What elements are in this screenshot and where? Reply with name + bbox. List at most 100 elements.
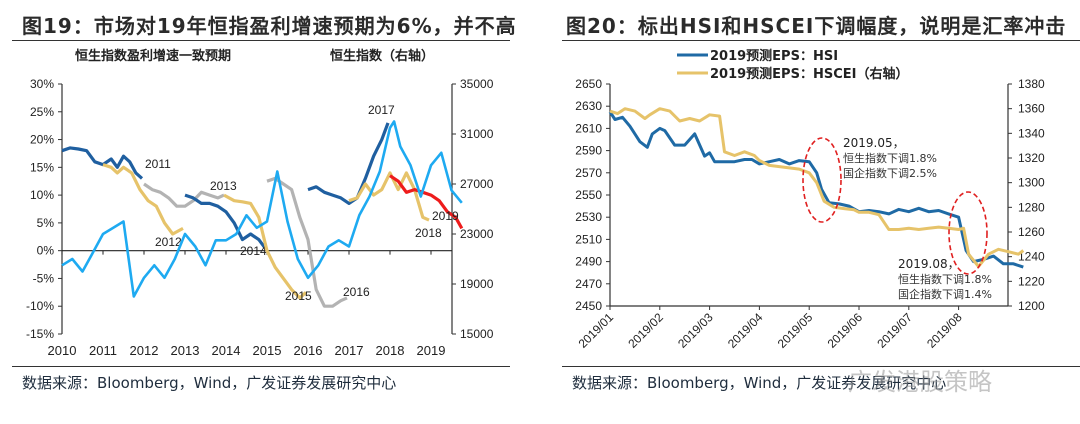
left-y-tick-label: -10% <box>26 299 54 313</box>
chart-20: 2019预测EPS：HSI 2019预测EPS：HSCEI（右轴） 2650 2630… <box>575 48 1045 351</box>
right-y-tick-label: 1200 <box>1018 299 1045 313</box>
left-y-tick-label: 2530 <box>575 210 602 224</box>
series-label-2011: 2011 <box>145 157 171 171</box>
x-tick-label: 2019/02 <box>625 310 666 351</box>
series-label-2015: 2015 <box>285 289 312 303</box>
left-y-tick-label: 2610 <box>575 121 602 135</box>
right-y-tick-label: 27000 <box>460 177 494 191</box>
series-label-2018: 2018 <box>415 226 442 240</box>
figure-19-source: 数据来源：Bloomberg，Wind，广发证券发展研究中心 <box>22 374 397 392</box>
annotation-ellipse <box>802 137 842 223</box>
x-tick-label: 2019/05 <box>775 310 816 351</box>
series-label-2017: 2017 <box>368 103 395 117</box>
figure-20-title: 图20：标出HSI和HSCEI下调幅度，说明是汇率冲击 <box>566 14 1067 38</box>
series-line-hsi <box>608 110 1024 269</box>
source-divider <box>12 366 510 367</box>
annotation-ellipse <box>948 191 988 275</box>
series-line-2019 <box>389 174 464 230</box>
right-y-tick-label: 15000 <box>460 327 494 341</box>
legend-growth-label: 恒生指数盈利增速一致预期 <box>75 48 231 64</box>
annotation-line: 恒生指数下调1.8% <box>843 151 937 165</box>
right-y-tick-label: 1380 <box>1018 77 1045 91</box>
right-y-tick-label: 35000 <box>460 77 494 91</box>
right-y-tick-label: 1360 <box>1018 102 1045 116</box>
series-line-hsi-index <box>61 120 463 298</box>
x-tick-label: 2019/04 <box>725 310 766 351</box>
figure-20-panel: 图20：标出HSI和HSCEI下调幅度，说明是汇率冲击 2019预测EPS：HS… <box>550 0 1080 424</box>
legend-hscei-label: 2019预测EPS：HSCEI（右轴） <box>710 66 908 82</box>
x-tick-label: 2015 <box>253 343 282 358</box>
left-y-tick-label: 2570 <box>575 166 602 180</box>
annotation-line: 国企指数下调1.4% <box>898 287 992 301</box>
x-tick-label: 2017 <box>335 343 364 358</box>
left-y-tick-label: 2490 <box>575 255 602 269</box>
right-y-tick-label: 1260 <box>1018 225 1045 239</box>
left-y-tick-label: -5% <box>33 271 55 285</box>
series-label-2014: 2014 <box>240 244 267 258</box>
x-tick-label: 2010 <box>48 343 77 358</box>
left-y-tick-label: 2630 <box>575 99 602 113</box>
figure-20-source: 数据来源：Bloomberg，Wind，广发证券发展研究中心 <box>572 374 947 392</box>
left-y-tick-label: 2450 <box>575 299 602 313</box>
series-label-2012: 2012 <box>155 235 182 249</box>
annotation-line: 国企指数下调2.5% <box>843 166 937 180</box>
right-y-tick-label: 1220 <box>1018 274 1045 288</box>
left-y-tick-label: 10% <box>30 188 54 202</box>
right-y-tick-label: 31000 <box>460 127 494 141</box>
left-y-tick-label: 25% <box>30 105 54 119</box>
series-line-2015 <box>223 193 308 300</box>
watermark: 广发港股策略 <box>848 368 992 396</box>
x-tick-label: 2012 <box>130 343 159 358</box>
x-tick-label: 2014 <box>212 343 241 358</box>
right-y-tick-label: 1340 <box>1018 126 1045 140</box>
x-tick-label: 2013 <box>171 343 200 358</box>
annotation-title: 2019.08， <box>898 257 960 271</box>
x-tick-label: 2016 <box>294 343 323 358</box>
series-label-2013: 2013 <box>210 179 237 193</box>
annotation-title: 2019.05， <box>843 136 905 150</box>
x-tick-label: 2019/07 <box>874 310 915 351</box>
x-tick-label: 2019/06 <box>825 310 866 351</box>
series-line-hscei <box>609 107 1025 268</box>
legend-index-label: 恒生指数（右轴） <box>330 48 434 64</box>
source-divider <box>562 366 1080 367</box>
title-divider <box>562 40 1080 41</box>
series-line-2018 <box>348 171 430 222</box>
legend-hsi-label: 2019预测EPS：HSI <box>710 48 838 64</box>
series-line-2014 <box>184 193 267 249</box>
series-line-2017 <box>307 122 390 205</box>
series-line-2011 <box>61 146 144 180</box>
left-y-tick-label: 2650 <box>575 77 602 91</box>
series-line-2012 <box>102 163 184 236</box>
left-y-tick-label: 30% <box>30 77 54 91</box>
chart-19: 恒生指数盈利增速一致预期 恒生指数（右轴） 30% 25% 20% 15% 10% 5% 0% -… <box>26 48 494 358</box>
title-divider <box>12 40 510 41</box>
x-tick-label: 2018 <box>376 343 405 358</box>
right-y-tick-label: 1280 <box>1018 200 1045 214</box>
left-y-tick-label: 2470 <box>575 277 602 291</box>
right-y-tick-label: 1300 <box>1018 176 1045 190</box>
left-y-tick-label: 5% <box>37 216 55 230</box>
figure-19-title: 图19：市场对19年恒指盈利增速预期为6%，并不高 <box>22 14 517 38</box>
series-line-2013 <box>143 182 225 208</box>
x-tick-label: 2011 <box>89 343 117 358</box>
left-y-tick-label: 2510 <box>575 232 602 246</box>
left-y-tick-label: 20% <box>30 133 54 147</box>
series-label-2019: 2019 <box>432 209 459 223</box>
left-y-tick-label: -15% <box>26 327 54 341</box>
x-tick-label: 2019/03 <box>675 310 716 351</box>
left-y-tick-label: 2590 <box>575 144 602 158</box>
annotation-line: 恒生指数下调1.8% <box>898 272 992 286</box>
x-tick-label: 2019/01 <box>576 310 617 351</box>
figure-19-panel: 图19：市场对19年恒指盈利增速预期为6%，并不高 恒生指数盈利增速一致预期 恒生… <box>0 0 530 424</box>
x-tick-label: 2019/08 <box>924 310 965 351</box>
series-label-2016: 2016 <box>343 285 370 299</box>
left-y-tick-label: 15% <box>30 160 54 174</box>
left-y-tick-label: 2550 <box>575 188 602 202</box>
right-y-tick-label: 23000 <box>460 227 494 241</box>
right-y-tick-label: 1240 <box>1018 250 1045 264</box>
left-y-tick-label: 0% <box>37 244 55 258</box>
right-y-tick-label: 19000 <box>460 277 494 291</box>
x-tick-label: 2019 <box>417 343 446 358</box>
right-y-tick-label: 1320 <box>1018 151 1045 165</box>
